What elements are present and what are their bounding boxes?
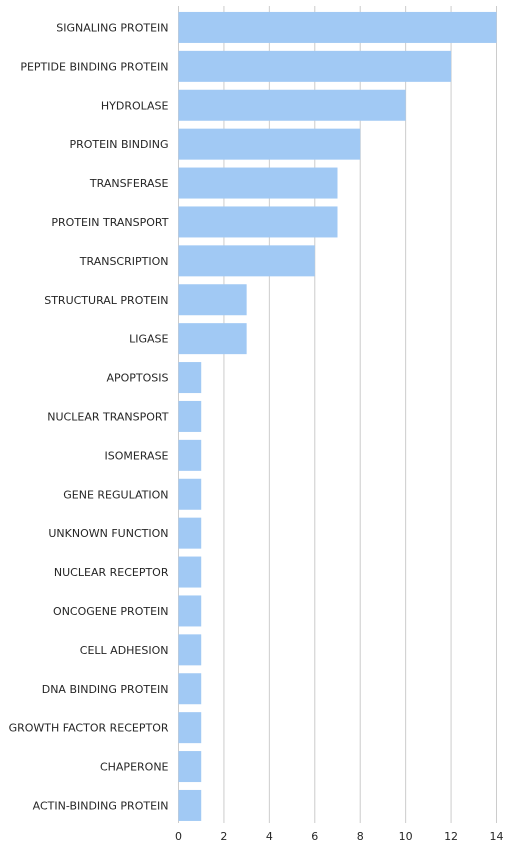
bars [178,11,497,821]
bar-nuclear-receptor [178,556,202,588]
category-label: CHAPERONE [100,761,169,774]
grid-lines [178,6,497,823]
category-label: HYDROLASE [101,99,169,112]
x-tick-label: 6 [311,830,318,843]
category-label: PEPTIDE BINDING PROTEIN [20,60,168,73]
bar-gene-regulation [178,478,202,510]
category-label: ISOMERASE [105,449,169,462]
category-labels: SIGNALING PROTEIN PEPTIDE BINDING PROTEIN… [9,21,169,812]
bar-dna-binding-protein [178,673,202,705]
bar-isomerase [178,439,202,471]
category-label: PROTEIN BINDING [69,138,168,151]
x-tick-label: 0 [175,830,182,843]
category-label: TRANSFERASE [89,177,169,190]
bar-growth-factor-receptor [178,712,202,744]
bar-oncogene-protein [178,595,202,627]
bar-structural-protein [178,284,247,316]
bar-protein-transport [178,206,338,238]
bar-peptide-binding-protein [178,50,452,82]
category-label: LIGASE [129,333,168,346]
category-label: NUCLEAR TRANSPORT [47,410,168,423]
category-label: UNKNOWN FUNCTION [48,527,168,540]
x-tick-label: 2 [220,830,227,843]
category-label: PROTEIN TRANSPORT [51,216,168,229]
category-label: ACTIN-BINDING PROTEIN [33,799,169,812]
bar-hydrolase [178,89,406,121]
category-label: GROWTH FACTOR RECEPTOR [9,722,169,735]
x-tick-label: 14 [490,830,504,843]
bar-ligase [178,323,247,355]
x-tick-label: 4 [266,830,273,843]
bar-unknown-function [178,517,202,549]
bar-chaperone [178,751,202,783]
category-label: CELL ADHESION [80,644,169,657]
x-tick-label: 12 [444,830,458,843]
bar-nuclear-transport [178,400,202,432]
category-label: NUCLEAR RECEPTOR [54,566,169,579]
x-tick-labels: 0 2 4 6 8 10 12 14 [175,830,504,843]
x-tick-label: 10 [399,830,413,843]
category-label: APOPTOSIS [106,372,168,385]
category-label: STRUCTURAL PROTEIN [44,294,168,307]
bar-signaling-protein [178,11,497,43]
category-label: SIGNALING PROTEIN [56,21,168,34]
category-label: TRANSCRIPTION [79,255,169,268]
bar-transferase [178,167,338,199]
x-tick-label: 8 [357,830,364,843]
bar-protein-binding [178,128,361,160]
bar-actin-binding-protein [178,789,202,821]
category-label: GENE REGULATION [63,488,168,501]
bar-transcription [178,245,315,277]
category-label: DNA BINDING PROTEIN [42,683,169,696]
bar-cell-adhesion [178,634,202,666]
category-label: ONCOGENE PROTEIN [53,605,168,618]
bar-apoptosis [178,362,202,394]
